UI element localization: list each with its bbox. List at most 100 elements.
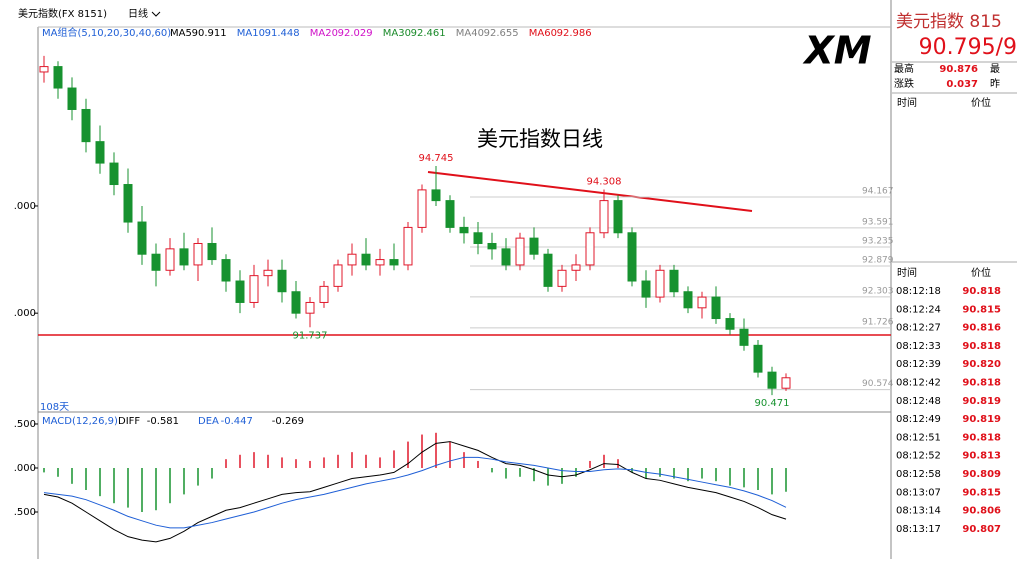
macd-legend-item: -0.269 bbox=[272, 416, 304, 427]
level-label: 93.235 bbox=[862, 236, 894, 246]
candle-body bbox=[277, 269, 287, 293]
candle-body bbox=[501, 248, 511, 266]
candle-body bbox=[739, 328, 749, 346]
ma-value: 92.029 bbox=[338, 28, 373, 39]
candle-body bbox=[725, 318, 735, 330]
candle-body bbox=[81, 108, 91, 143]
symbol[interactable]: 美元指数(FX 8151) bbox=[18, 7, 107, 20]
tick-price: 90.815 bbox=[962, 304, 1001, 315]
macd-legend-item: DIFF bbox=[118, 416, 140, 427]
y-tick-label: .000 bbox=[14, 463, 36, 474]
tick-time: 08:12:49 bbox=[896, 414, 941, 425]
change-value: 0.037 bbox=[946, 79, 978, 90]
tick-time: 08:12:39 bbox=[896, 359, 941, 370]
ma-name: MA60 bbox=[529, 28, 557, 39]
tick-price: 90.807 bbox=[962, 524, 1001, 535]
macd-label[interactable]: MACD(12,26,9) bbox=[42, 416, 118, 427]
tick-price: 90.809 bbox=[962, 469, 1001, 480]
quote-name: 美元指数 815 bbox=[896, 12, 1002, 32]
candle-body bbox=[627, 232, 637, 282]
candle-body bbox=[669, 269, 679, 293]
macd-legend: DIFF -0.581 DEA -0.447 -0.269 bbox=[118, 416, 304, 427]
candle-body bbox=[767, 371, 777, 389]
candle-body bbox=[487, 242, 497, 250]
y-tick-label: .500 bbox=[14, 507, 36, 518]
high-label: 最高 bbox=[894, 62, 914, 75]
price-annotation: 90.471 bbox=[755, 398, 790, 409]
tick-time: 08:12:33 bbox=[896, 341, 941, 352]
high-tail: 最 bbox=[990, 63, 1000, 75]
tick-time: 08:12:51 bbox=[896, 432, 941, 443]
tick-price: 90.820 bbox=[962, 359, 1001, 370]
candle-body bbox=[585, 232, 595, 266]
candle-body bbox=[683, 291, 693, 309]
candle-body bbox=[193, 242, 203, 266]
candle-body bbox=[543, 253, 553, 287]
candle-body bbox=[571, 264, 581, 271]
period[interactable]: 日线 bbox=[128, 7, 148, 20]
macd-legend-item: DEA bbox=[198, 416, 219, 427]
tick-time: 08:12:27 bbox=[896, 323, 941, 334]
column-header: 时间 bbox=[897, 266, 917, 279]
macd-line bbox=[43, 456, 787, 529]
chart-title: 美元指数日线 bbox=[477, 127, 603, 151]
tick-price: 90.816 bbox=[962, 323, 1001, 334]
candle-body bbox=[319, 285, 329, 303]
level-label: 90.574 bbox=[862, 379, 894, 389]
tick-time: 08:12:18 bbox=[896, 286, 941, 297]
candle-body bbox=[305, 301, 315, 314]
candle-body bbox=[53, 66, 63, 89]
macd-line bbox=[43, 441, 787, 543]
logo-box bbox=[790, 30, 886, 74]
ma-name: MA40 bbox=[456, 28, 484, 39]
candle-body bbox=[417, 189, 427, 228]
ma-group[interactable]: MA组合(5,10,20,30,40,60) bbox=[42, 26, 171, 39]
tick-time: 08:12:48 bbox=[896, 396, 941, 407]
candle-body bbox=[557, 269, 567, 287]
tick-price: 90.806 bbox=[962, 506, 1001, 517]
candle-body bbox=[459, 226, 469, 234]
candle-body bbox=[613, 200, 623, 234]
y-tick-label: .500 bbox=[14, 419, 36, 430]
logo: XM bbox=[802, 29, 871, 73]
candle-body bbox=[781, 377, 791, 389]
tick-time: 08:12:58 bbox=[896, 469, 941, 480]
y-tick-label: .000 bbox=[14, 201, 36, 212]
candle-body bbox=[95, 141, 105, 164]
column-header: 价位 bbox=[971, 96, 991, 109]
tick-price: 90.819 bbox=[962, 396, 1001, 407]
level-label: 92.879 bbox=[862, 256, 894, 266]
candle-body bbox=[165, 248, 175, 271]
tick-price: 90.813 bbox=[962, 451, 1001, 462]
candle-body bbox=[515, 237, 525, 266]
tick-time: 08:13:14 bbox=[896, 506, 941, 517]
candle-body bbox=[711, 296, 721, 320]
candle-body bbox=[109, 162, 119, 186]
ma-name: MA5 bbox=[170, 28, 192, 39]
macd-legend-item: -0.581 bbox=[147, 416, 179, 427]
candle-body bbox=[137, 221, 147, 255]
tick-price: 90.818 bbox=[962, 286, 1001, 297]
candle-body bbox=[375, 259, 385, 266]
level-label: 92.303 bbox=[862, 286, 894, 296]
ma-name: MA10 bbox=[237, 28, 265, 39]
tick-time: 08:13:07 bbox=[896, 487, 941, 498]
price-annotation: 94.745 bbox=[419, 153, 454, 164]
high-value: 90.876 bbox=[939, 64, 978, 75]
candle-body bbox=[207, 242, 217, 261]
ma-name: MA20 bbox=[310, 28, 338, 39]
ma-value: 91.448 bbox=[265, 28, 300, 39]
candle-body bbox=[431, 189, 441, 202]
candle-body bbox=[389, 259, 399, 266]
candle-body bbox=[347, 253, 357, 266]
candle-body bbox=[753, 344, 763, 373]
level-label: 94.167 bbox=[862, 187, 894, 197]
candle-body bbox=[179, 248, 189, 266]
trend-line bbox=[427, 171, 753, 212]
change-label: 涨跌 bbox=[894, 77, 914, 90]
ma-value: 92.986 bbox=[557, 28, 592, 39]
dropdown-arrow[interactable] bbox=[151, 11, 161, 17]
candle-body bbox=[403, 226, 413, 266]
candle-body bbox=[123, 184, 133, 223]
